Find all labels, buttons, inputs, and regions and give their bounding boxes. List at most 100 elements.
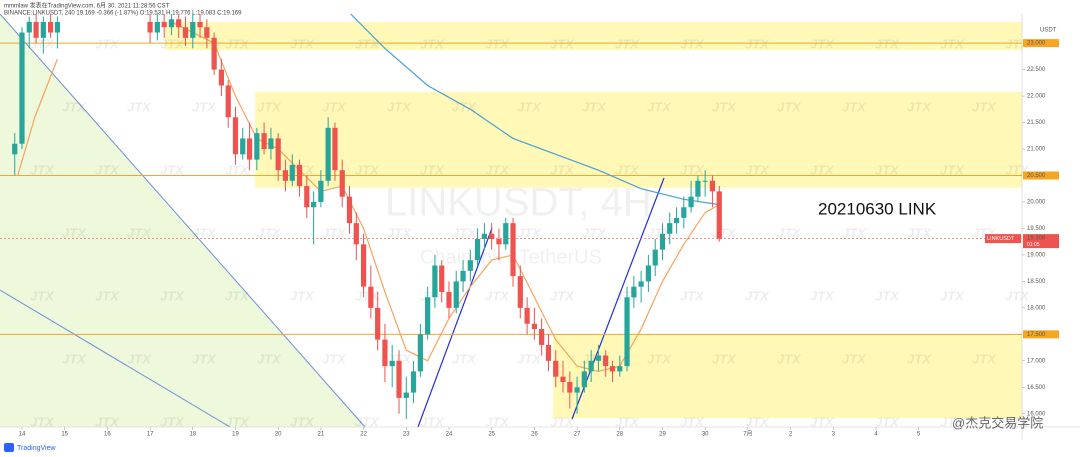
candle-body <box>531 323 537 330</box>
x-tick-label: 24 <box>446 432 453 438</box>
candle-body <box>474 239 481 261</box>
candle-body <box>161 21 167 28</box>
candle-body <box>268 138 274 150</box>
countdown-label: 01:05 <box>1027 242 1040 248</box>
candle-body <box>652 249 658 266</box>
header-line: mmmlaw 发表在TradingView.com, 6月 30, 2021 1… <box>4 2 170 10</box>
jtx-watermark: JTX <box>192 351 217 366</box>
jtx-watermark: JTX <box>95 36 120 51</box>
jtx-watermark: JTX <box>485 36 510 51</box>
jtx-watermark: JTX <box>355 36 380 51</box>
y-tick-label: 22.000 <box>1027 94 1046 100</box>
candle-body <box>246 138 253 160</box>
candle-body <box>716 191 722 239</box>
jtx-watermark: JTX <box>225 414 250 429</box>
candle-body <box>375 307 381 340</box>
candle-body <box>702 180 708 182</box>
jtx-watermark: JTX <box>680 414 705 429</box>
jtx-watermark: JTX <box>875 288 900 303</box>
candle-body <box>19 32 25 144</box>
jtx-watermark: JTX <box>485 288 510 303</box>
candle-body <box>232 117 239 155</box>
symbol-tag-box <box>985 234 1021 244</box>
moving-average <box>171 21 720 373</box>
jtx-watermark: JTX <box>355 288 380 303</box>
candle-body <box>467 260 473 271</box>
jtx-watermark: JTX <box>940 162 965 177</box>
jtx-watermark: JTX <box>62 225 87 240</box>
candle-body <box>147 21 153 33</box>
jtx-watermark: JTX <box>842 99 867 114</box>
candle-body <box>33 21 39 38</box>
candle-body <box>325 127 331 181</box>
jtx-watermark: JTX <box>745 288 770 303</box>
candle-body <box>446 291 452 308</box>
candle-body <box>489 233 495 240</box>
candle-body <box>638 281 644 287</box>
jtx-watermark: JTX <box>452 351 477 366</box>
candle-body <box>432 265 438 298</box>
x-tick-label: 25 <box>488 432 495 438</box>
jtx-watermark: JTX <box>30 162 55 177</box>
candle-body <box>553 360 559 377</box>
jtx-watermark: JTX <box>257 99 282 114</box>
x-tick-label: 2 <box>789 432 793 438</box>
candle-body <box>410 371 417 393</box>
x-tick-label: 23 <box>403 432 410 438</box>
y-tick-label: 20.000 <box>1027 200 1046 206</box>
logo-icon <box>4 443 14 452</box>
price-zone <box>255 91 1022 188</box>
x-tick-label: 28 <box>616 432 623 438</box>
jtx-watermark: JTX <box>225 288 250 303</box>
price-tag-box <box>1023 234 1059 249</box>
candle-body <box>496 239 502 245</box>
candle-body <box>353 223 359 245</box>
candle-body <box>588 360 594 372</box>
candle-body <box>695 180 701 197</box>
jtx-watermark: JTX <box>940 288 965 303</box>
candle-body <box>304 186 310 208</box>
jtx-watermark: JTX <box>30 414 55 429</box>
x-tick-label: 3 <box>832 432 836 438</box>
jtx-watermark: JTX <box>745 162 770 177</box>
jtx-watermark: JTX <box>615 162 640 177</box>
jtx-watermark: JTX <box>257 351 282 366</box>
x-tick-label: 15 <box>61 432 68 438</box>
symbol-watermark: LINKUSDT, 4H <box>385 181 652 225</box>
candle-body <box>439 265 445 292</box>
x-tick-label: 19 <box>232 432 239 438</box>
footer-credit: @杰克交易学院 <box>952 415 1043 430</box>
symbol-tag-label: LINKUSDT <box>987 236 1015 242</box>
y-tick-label: 16.000 <box>1027 411 1046 417</box>
jtx-watermark: JTX <box>712 351 737 366</box>
jtx-watermark: JTX <box>907 351 932 366</box>
candle-body <box>382 339 388 367</box>
candle-body <box>617 366 623 372</box>
candle-body <box>503 223 509 245</box>
fan-line <box>0 13 366 428</box>
y-tick-label: 23.000 <box>1027 41 1046 47</box>
candle-body <box>574 387 580 393</box>
jtx-watermark: JTX <box>322 351 347 366</box>
y-tick-label: 16.500 <box>1027 385 1046 391</box>
jtx-watermark: JTX <box>290 414 315 429</box>
jtx-watermark: JTX <box>745 414 770 429</box>
jtx-watermark: JTX <box>550 36 575 51</box>
annotation: 20210630 LINK <box>818 199 937 218</box>
jtx-watermark: JTX <box>680 36 705 51</box>
jtx-watermark: JTX <box>875 36 900 51</box>
jtx-watermark: JTX <box>550 414 575 429</box>
jtx-watermark: JTX <box>127 99 152 114</box>
candle-body <box>154 21 160 33</box>
candle-body <box>12 143 18 155</box>
candle-body <box>240 138 246 155</box>
x-tick-label: 14 <box>19 432 26 438</box>
jtx-watermark: JTX <box>387 99 412 114</box>
candle-body <box>197 21 203 28</box>
trend-line <box>417 227 493 428</box>
candle-body <box>403 392 409 398</box>
moving-average <box>17 58 58 176</box>
level-label-box <box>1023 39 1059 48</box>
jtx-watermark: JTX <box>810 288 835 303</box>
candle-body <box>581 371 587 388</box>
